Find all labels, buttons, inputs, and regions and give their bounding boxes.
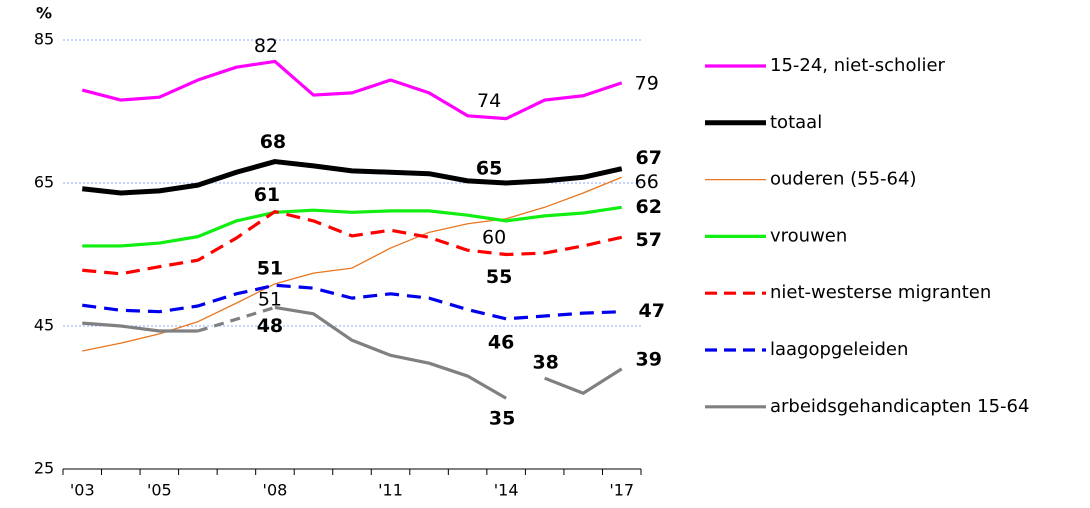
series-line (82, 176, 622, 352)
series-line (82, 210, 623, 276)
legend-label: niet-westerse migranten (770, 282, 991, 303)
data-label: 51 (258, 288, 282, 310)
data-label: 57 (636, 229, 662, 251)
x-tick-label: '03 (70, 481, 95, 500)
series-line (82, 321, 198, 333)
data-label: 35 (489, 408, 515, 430)
x-tick-label: '08 (263, 481, 288, 500)
legend-label: 15-24, niet-scholier (770, 55, 946, 76)
data-label: 62 (636, 196, 662, 218)
data-label: 60 (482, 226, 506, 248)
data-label: 67 (636, 147, 662, 169)
data-label: 79 (635, 72, 659, 94)
y-tick-label: 45 (34, 316, 54, 335)
x-tick-label: '11 (378, 481, 403, 500)
legend-label: vrouwen (770, 225, 847, 246)
data-label: 74 (477, 90, 501, 112)
data-label: 51 (257, 258, 283, 280)
y-tick-label: 65 (34, 173, 54, 192)
series-line (81, 59, 623, 121)
data-label: 55 (486, 266, 512, 288)
series-line (81, 159, 623, 196)
data-label: 39 (636, 348, 662, 370)
data-label: 48 (257, 315, 283, 337)
y-axis-label: % (36, 4, 52, 23)
y-tick-label: 25 (34, 459, 54, 478)
data-label: 38 (532, 352, 558, 374)
series-line (274, 305, 507, 400)
legend-label: ouderen (55-64) (770, 169, 916, 190)
gap-bridge (197, 305, 276, 333)
data-label: 65 (476, 158, 502, 180)
x-tick-label: '17 (609, 481, 634, 500)
data-label: 46 (488, 331, 514, 353)
legend-label: laagopgeleiden (770, 339, 908, 360)
x-tick-label: '05 (147, 481, 172, 500)
data-label: 66 (635, 171, 659, 193)
series-line (82, 283, 622, 321)
y-tick-label: 85 (34, 30, 54, 49)
series-line (82, 205, 622, 248)
series-line (544, 367, 623, 395)
data-label: 82 (254, 35, 278, 57)
legend-label: totaal (770, 112, 822, 133)
x-tick-label: '14 (494, 481, 519, 500)
data-label: 61 (254, 184, 280, 206)
data-label: 47 (639, 300, 665, 322)
legend-label: arbeidsgehandicapten 15-64 (770, 396, 1029, 417)
data-label: 68 (260, 131, 286, 153)
